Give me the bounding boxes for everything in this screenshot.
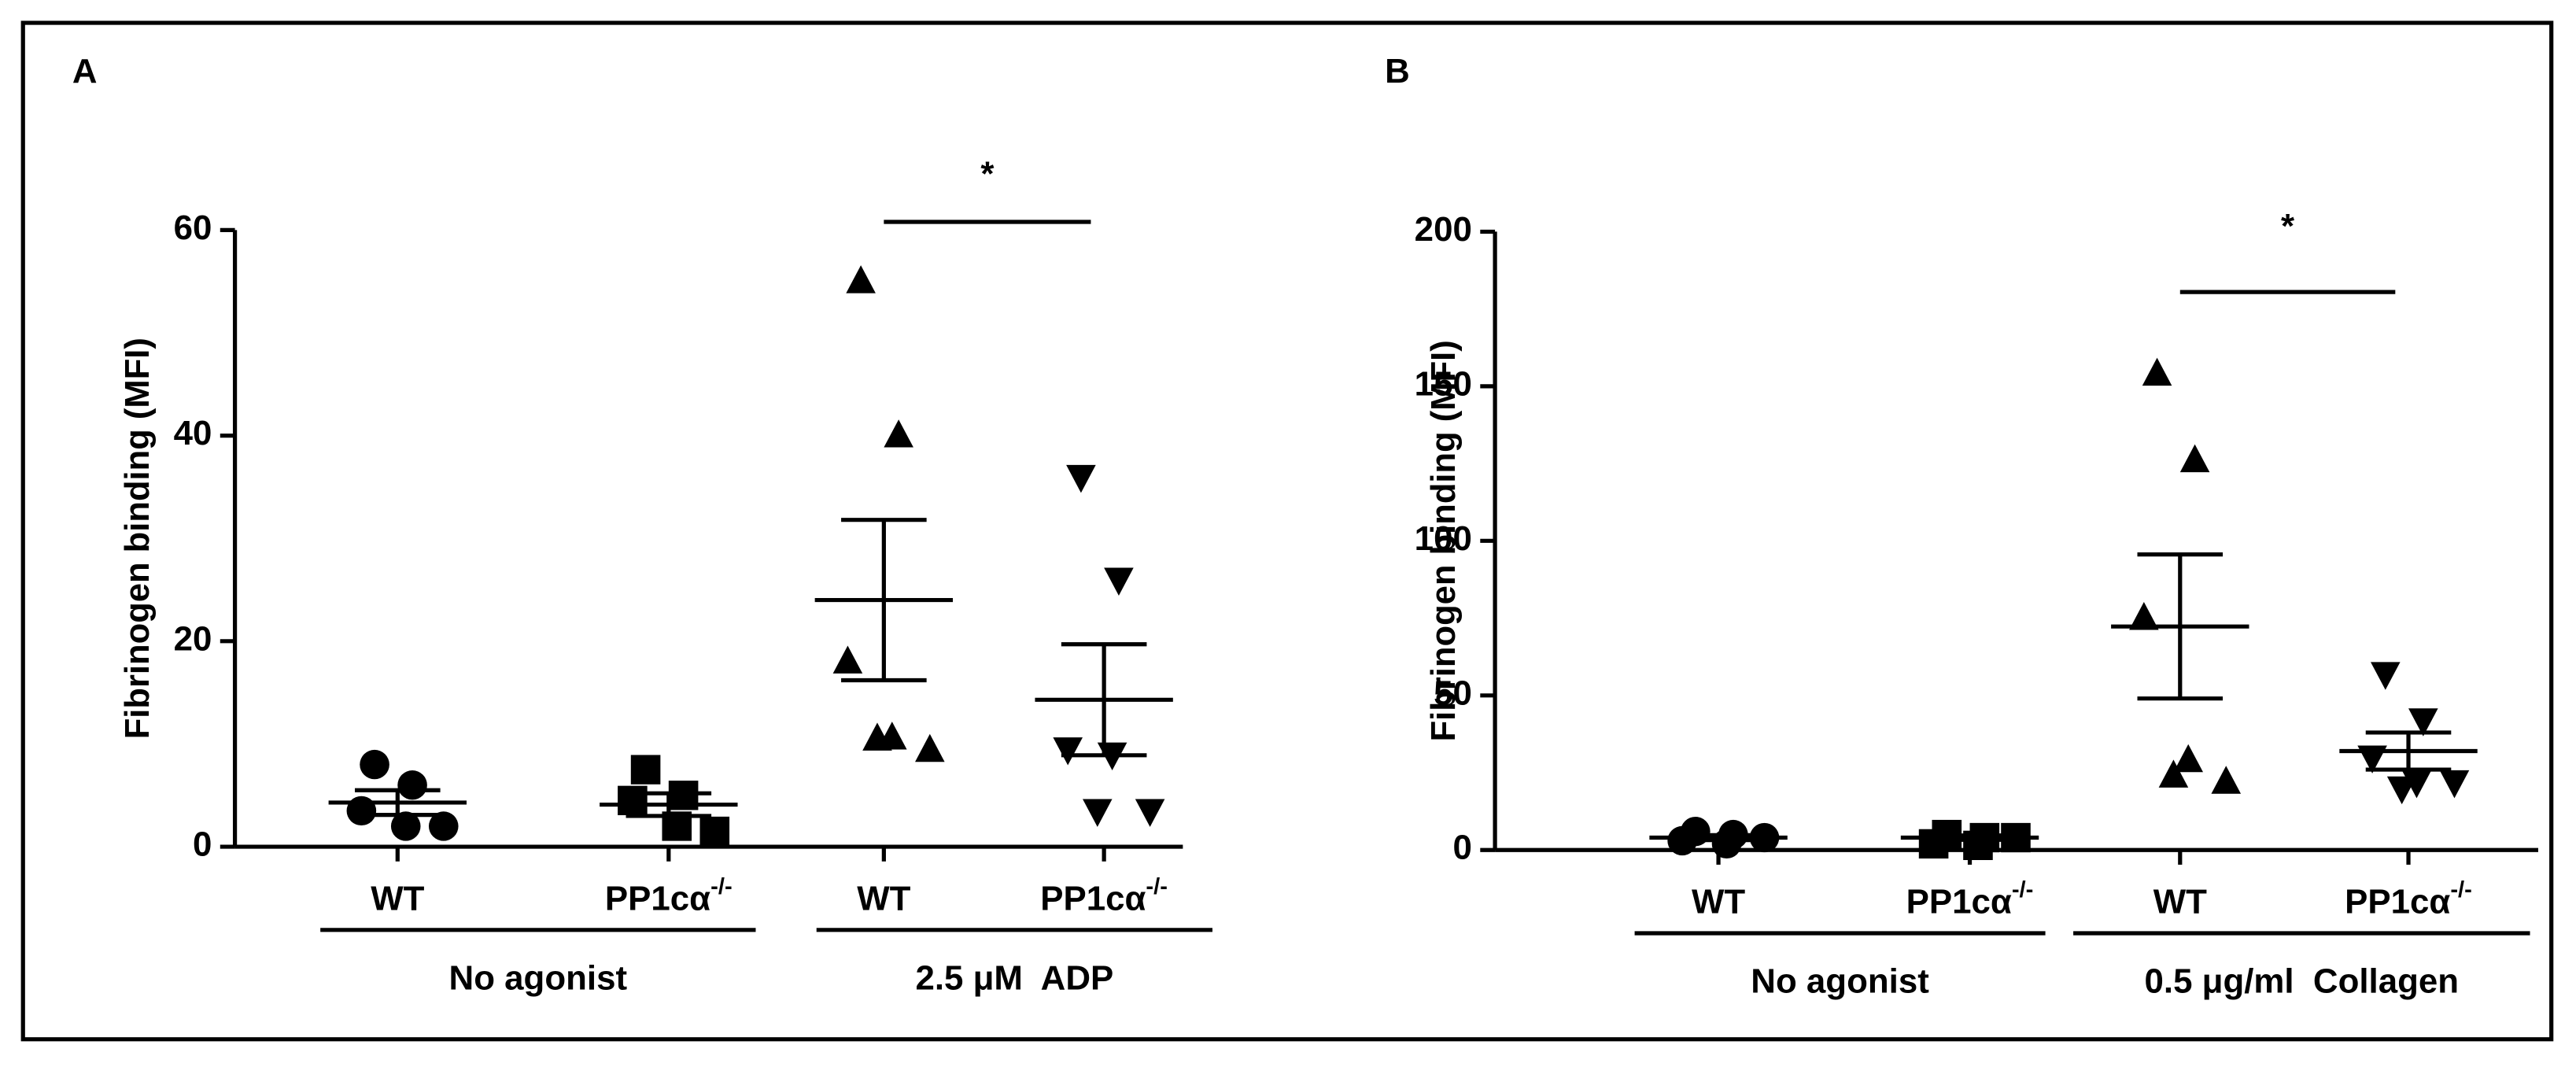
x-tick-label-main: WT (2153, 882, 2207, 921)
y-tick-label: 40 (174, 414, 212, 452)
y-axis-label: Fibrinogen binding (MFI) (118, 338, 157, 739)
y-axis-label: Fibrinogen binding (MFI) (1424, 340, 1463, 741)
y-tick-label: 0 (193, 825, 212, 864)
data-point (2179, 444, 2210, 473)
y-tick-label: 20 (174, 619, 212, 658)
data-point (428, 811, 459, 841)
panel-letter: B (1385, 52, 1410, 90)
data-point (2408, 708, 2438, 737)
condition-label: No agonist (1751, 962, 1929, 1001)
data-point (2386, 776, 2417, 805)
frame (20, 20, 2554, 1042)
data-point (915, 733, 945, 762)
condition-label: 2.5 μM ADP (915, 959, 1113, 998)
y-tick-label: 0 (1452, 829, 1471, 867)
data-point (846, 265, 876, 294)
data-point (2211, 766, 2242, 794)
y-tick-label: 100 (1415, 519, 1472, 558)
data-point (1066, 464, 1096, 493)
data-point (1082, 799, 1113, 827)
x-tick-label-main: PP1cα (1040, 879, 1146, 917)
condition-label: 0.5 μg/ml Collagen (2145, 962, 2460, 1001)
x-tick-label-main: WT (371, 879, 424, 917)
panel-letter: A (72, 52, 98, 90)
x-tick-label-main: WT (857, 879, 910, 917)
x-tick-label-main: PP1cα (605, 879, 710, 917)
data-point (2142, 357, 2172, 386)
x-tick-label-main: WT (1692, 882, 1745, 921)
x-tick-label-sup: -/- (710, 874, 733, 899)
data-point (1053, 737, 1083, 766)
significance-label: * (980, 155, 994, 194)
data-point (360, 749, 389, 780)
x-tick-label: PP1cα-/- (1040, 874, 1168, 917)
x-tick-label: PP1cα-/- (2345, 877, 2472, 921)
data-point (862, 722, 892, 751)
data-point (2370, 662, 2401, 690)
data-point (832, 645, 863, 674)
data-point (2129, 602, 2159, 630)
y-tick-label: 200 (1415, 210, 1472, 249)
x-tick-label: PP1cα-/- (1906, 877, 2034, 921)
x-tick-label: WT (857, 879, 910, 917)
x-tick-label: WT (1692, 882, 1745, 921)
data-point (884, 419, 913, 448)
condition-label: No agonist (449, 959, 628, 998)
significance-label: * (2281, 207, 2294, 246)
x-tick-label: WT (2153, 882, 2207, 921)
data-point (2439, 770, 2470, 799)
data-point (618, 785, 648, 815)
y-tick-label: 150 (1415, 365, 1472, 404)
x-tick-label-main: PP1cα (1906, 882, 2012, 921)
y-tick-label: 60 (174, 209, 212, 247)
data-point (2158, 759, 2189, 788)
data-point (397, 770, 427, 800)
y-tick-label: 50 (1434, 674, 1472, 712)
data-point (699, 816, 730, 847)
data-point (1135, 799, 1165, 827)
data-point (390, 811, 421, 841)
data-point (346, 796, 377, 826)
data-point (1104, 567, 1134, 596)
x-tick-label-sup: -/- (2450, 877, 2472, 903)
data-point (630, 755, 661, 785)
x-tick-label-sup: -/- (2012, 877, 2034, 903)
data-point (2173, 744, 2204, 773)
x-tick-label-main: PP1cα (2345, 882, 2450, 921)
x-tick-label: WT (371, 879, 424, 917)
x-tick-label-sup: -/- (1146, 874, 1168, 899)
x-tick-label: PP1cα-/- (605, 874, 733, 917)
